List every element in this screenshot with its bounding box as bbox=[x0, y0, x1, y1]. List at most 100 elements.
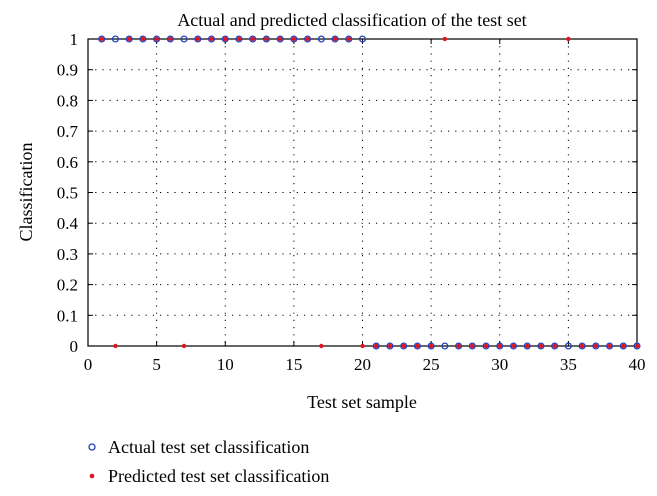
predicted-point bbox=[236, 36, 242, 42]
x-tick-label: 30 bbox=[491, 355, 508, 374]
predicted-point bbox=[264, 36, 269, 42]
actual-point bbox=[633, 342, 641, 350]
y-tick-label: 0.3 bbox=[57, 245, 78, 264]
predicted-point bbox=[181, 343, 187, 349]
predicted-point bbox=[374, 343, 379, 349]
actual-point bbox=[125, 35, 133, 43]
x-tick-label: 35 bbox=[560, 355, 577, 374]
x-tick-label: 40 bbox=[629, 355, 646, 374]
actual-point bbox=[372, 342, 380, 350]
predicted-point bbox=[621, 343, 626, 349]
legend-marker-predicted bbox=[89, 473, 95, 479]
predicted-point bbox=[428, 343, 434, 349]
data-marks bbox=[98, 35, 641, 350]
predicted-point bbox=[113, 343, 118, 349]
predicted-point bbox=[305, 36, 310, 42]
predicted-point bbox=[470, 343, 475, 349]
predicted-point bbox=[154, 36, 159, 42]
actual-point bbox=[592, 342, 600, 350]
actual-point bbox=[400, 342, 408, 350]
actual-point bbox=[98, 35, 106, 43]
x-tick-label: 20 bbox=[354, 355, 371, 374]
actual-point bbox=[180, 35, 188, 43]
x-tick-label: 15 bbox=[285, 355, 302, 374]
actual-point bbox=[619, 342, 627, 350]
y-tick-label: 0 bbox=[70, 337, 79, 356]
y-tick-label: 0.1 bbox=[57, 306, 78, 325]
actual-point bbox=[564, 342, 572, 350]
predicted-point bbox=[415, 343, 420, 349]
actual-point bbox=[605, 342, 614, 350]
y-tick-label: 0.6 bbox=[57, 153, 78, 172]
actual-point bbox=[194, 35, 202, 43]
predicted-point bbox=[607, 343, 612, 349]
predicted-point bbox=[291, 36, 297, 42]
actual-point bbox=[290, 35, 298, 43]
predicted-point bbox=[360, 343, 365, 349]
y-tick-label: 0.9 bbox=[57, 61, 78, 80]
legend-label-actual: Actual test set classification bbox=[108, 437, 309, 457]
actual-point bbox=[551, 342, 559, 350]
predicted-point bbox=[387, 343, 393, 349]
actual-point bbox=[358, 35, 367, 43]
x-tick-label: 5 bbox=[152, 355, 161, 374]
actual-point bbox=[262, 35, 270, 43]
x-tick-label: 25 bbox=[423, 355, 440, 374]
legend-marker-actual bbox=[88, 443, 96, 451]
axis-ticks: 0 5 10 15 20 25 30 35 40 0 0.1 0.2 0.3 0.4 0.5 0.6 0.7 0.… bbox=[57, 30, 646, 374]
actual-point bbox=[221, 35, 229, 43]
predicted-point bbox=[250, 36, 255, 42]
predicted-point bbox=[579, 343, 585, 349]
predicted-point bbox=[332, 36, 338, 42]
actual-point bbox=[523, 342, 531, 350]
predicted-point bbox=[140, 36, 146, 42]
actual-point bbox=[345, 35, 353, 43]
actual-point bbox=[496, 342, 504, 350]
actual-point bbox=[153, 35, 161, 43]
predicted-point bbox=[483, 343, 489, 349]
predicted-point bbox=[593, 343, 599, 349]
actual-point bbox=[235, 35, 243, 43]
actual-point bbox=[427, 342, 435, 350]
y-tick-label: 0.7 bbox=[57, 122, 79, 141]
predicted-point bbox=[346, 36, 351, 42]
actual-point bbox=[276, 35, 284, 43]
grid bbox=[88, 39, 637, 346]
predicted-point bbox=[168, 36, 173, 42]
predicted-point bbox=[634, 343, 640, 349]
actual-point bbox=[441, 342, 449, 350]
predicted-point bbox=[552, 343, 557, 349]
actual-point bbox=[249, 35, 257, 43]
y-tick-label: 0.4 bbox=[57, 214, 79, 233]
actual-point bbox=[207, 35, 216, 43]
chart-title: Actual and predicted classification of t… bbox=[177, 10, 526, 30]
predicted-point bbox=[99, 36, 104, 42]
predicted-point bbox=[497, 343, 502, 349]
predicted-point bbox=[195, 36, 200, 42]
actual-point bbox=[509, 342, 518, 350]
actual-point bbox=[317, 35, 325, 43]
predicted-point bbox=[442, 36, 448, 42]
actual-point bbox=[139, 35, 147, 43]
predicted-point bbox=[538, 343, 544, 349]
predicted-point bbox=[277, 36, 283, 42]
actual-point bbox=[413, 342, 421, 350]
predicted-point bbox=[456, 343, 461, 349]
predicted-point bbox=[223, 36, 228, 42]
actual-point bbox=[111, 35, 119, 43]
actual-point bbox=[468, 342, 476, 350]
predicted-point bbox=[566, 36, 571, 42]
y-tick-label: 1 bbox=[70, 30, 79, 49]
predicted-point bbox=[511, 343, 516, 349]
x-tick-label: 0 bbox=[84, 355, 93, 374]
legend: Actual test set classification Predicted… bbox=[88, 437, 329, 486]
actual-point bbox=[537, 342, 545, 350]
x-axis-label: Test set sample bbox=[307, 392, 417, 412]
predicted-point bbox=[126, 36, 132, 42]
actual-point bbox=[331, 35, 339, 43]
predicted-point bbox=[401, 343, 406, 349]
y-axis-label: Classification bbox=[16, 143, 36, 242]
predicted-point bbox=[209, 36, 214, 42]
y-tick-label: 0.8 bbox=[57, 91, 78, 110]
